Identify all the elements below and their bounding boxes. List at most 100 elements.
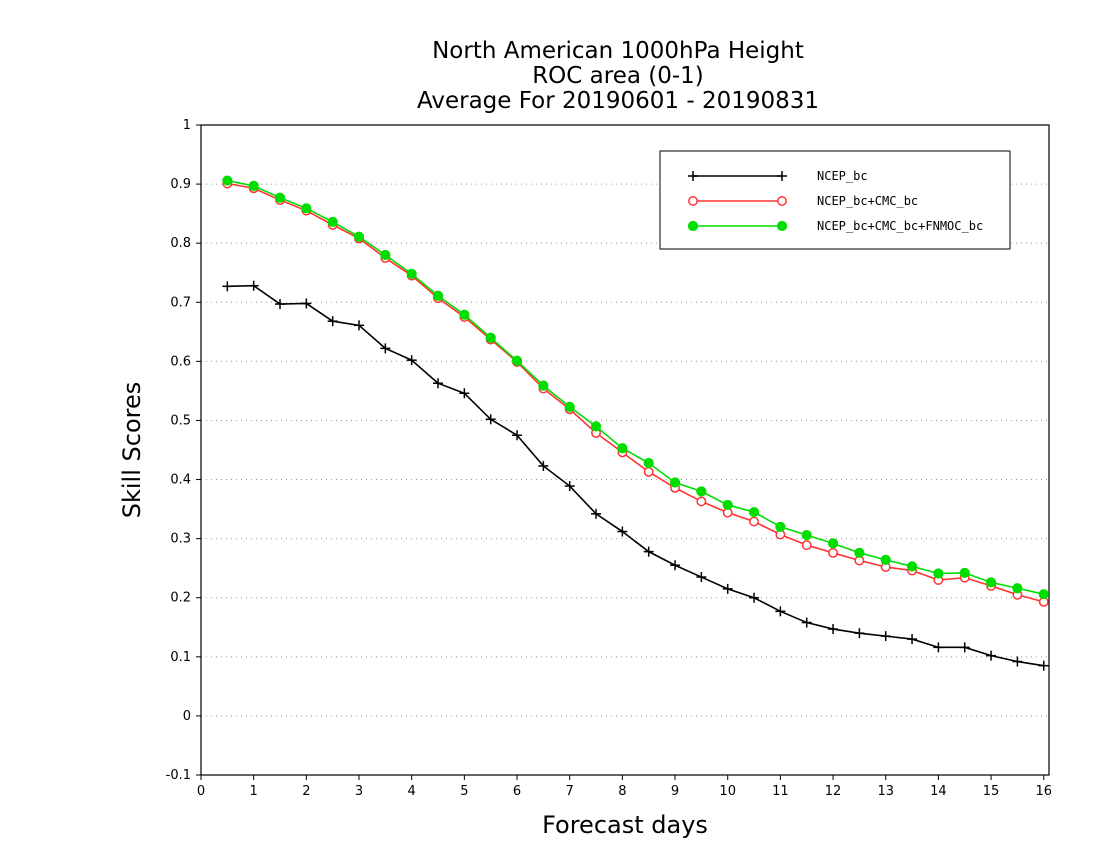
data-point bbox=[485, 414, 496, 425]
data-point bbox=[406, 268, 417, 280]
legend-marker-right bbox=[776, 220, 788, 232]
legend-marker-left bbox=[687, 220, 699, 232]
x-axis-label: Forecast days bbox=[542, 811, 708, 839]
data-point bbox=[933, 568, 944, 579]
data-point bbox=[669, 477, 681, 488]
data-point bbox=[432, 290, 444, 301]
data-point bbox=[907, 634, 918, 645]
data-point bbox=[274, 192, 286, 203]
data-point bbox=[353, 231, 365, 242]
chart-title-line-3: Average For 20190601 - 20190831 bbox=[417, 88, 819, 114]
data-point bbox=[801, 617, 812, 628]
data-point bbox=[643, 457, 654, 469]
x-tick-label: 3 bbox=[355, 784, 363, 799]
legend-box bbox=[659, 150, 1011, 250]
data-point bbox=[801, 540, 812, 551]
data-point bbox=[775, 606, 786, 617]
series-layer bbox=[222, 175, 1049, 671]
data-point bbox=[301, 298, 312, 309]
data-point bbox=[854, 547, 865, 558]
x-tick-label: 10 bbox=[719, 784, 736, 799]
legend-marker-left bbox=[688, 171, 698, 181]
y-tick-label: -0.1 bbox=[166, 768, 191, 783]
data-point bbox=[301, 203, 312, 214]
data-point bbox=[1038, 660, 1049, 671]
data-point bbox=[248, 280, 259, 291]
data-point bbox=[880, 554, 891, 566]
x-tick-label: 2 bbox=[302, 784, 310, 799]
data-point bbox=[248, 180, 259, 191]
chart-title: North American 1000hPa Height ROC area (… bbox=[417, 38, 819, 114]
data-point bbox=[406, 355, 417, 366]
data-point bbox=[1012, 656, 1023, 667]
y-tick-label: 0.4 bbox=[170, 473, 191, 488]
x-tick-label: 7 bbox=[566, 784, 574, 799]
y-tick-label: 0.6 bbox=[170, 354, 191, 369]
data-point bbox=[511, 355, 523, 366]
data-point bbox=[1012, 583, 1023, 594]
data-point bbox=[906, 561, 918, 572]
data-point bbox=[433, 378, 444, 389]
x-tick-label: 12 bbox=[825, 784, 842, 799]
data-point bbox=[564, 401, 575, 412]
data-point bbox=[985, 577, 997, 588]
legend-label: NCEP_bc bbox=[817, 169, 868, 183]
data-point bbox=[880, 631, 891, 642]
data-point bbox=[696, 486, 707, 497]
x-tick-label: 14 bbox=[930, 784, 947, 799]
y-tick-label: 0.3 bbox=[170, 532, 191, 547]
data-point bbox=[459, 388, 470, 399]
data-point bbox=[959, 642, 970, 653]
y-tick-label: 0.9 bbox=[170, 177, 191, 192]
data-point bbox=[275, 299, 286, 310]
data-point bbox=[354, 320, 365, 331]
legend-items: NCEP_bc NCEP_bc+CMC_bc NCEP_bc+CMC_bc+FNMO… bbox=[687, 169, 983, 233]
y-tick-label: 1 bbox=[183, 118, 191, 133]
x-tick-label: 4 bbox=[408, 784, 416, 799]
y-tick-label: 0.1 bbox=[170, 650, 191, 665]
y-tick-label: 0.5 bbox=[170, 413, 191, 428]
legend-label: NCEP_bc+CMC_bc bbox=[817, 194, 918, 208]
data-point bbox=[959, 567, 970, 579]
x-tick-label: 6 bbox=[513, 784, 521, 799]
y-axis-label: Skill Scores bbox=[118, 382, 146, 519]
data-point bbox=[722, 499, 733, 511]
series-line bbox=[227, 284, 1044, 667]
legend-item-1: NCEP_bc bbox=[688, 169, 868, 183]
data-point bbox=[748, 506, 760, 518]
x-tick-label: 15 bbox=[983, 784, 1000, 799]
data-point bbox=[538, 380, 549, 391]
data-point bbox=[222, 281, 233, 292]
data-point bbox=[986, 650, 997, 661]
legend-marker-right bbox=[777, 196, 787, 206]
y-tick-label: 0.7 bbox=[170, 295, 191, 310]
x-tick-label: 9 bbox=[671, 784, 679, 799]
axis-ticks: -0.100.10.20.30.40.50.60.70.80.910 1 2 3 4 5 6… bbox=[166, 118, 1052, 799]
data-point bbox=[828, 624, 839, 635]
x-tick-label: 16 bbox=[1035, 784, 1052, 799]
y-tick-label: 0 bbox=[183, 709, 191, 724]
data-point bbox=[512, 430, 523, 441]
x-tick-label: 8 bbox=[618, 784, 626, 799]
data-point bbox=[670, 560, 681, 571]
legend-item-3: NCEP_bc+CMC_bc+FNMOC_bc bbox=[687, 219, 983, 233]
data-point bbox=[617, 526, 628, 537]
data-point bbox=[696, 496, 707, 507]
data-point bbox=[933, 642, 944, 653]
data-point bbox=[380, 249, 391, 261]
chart-title-line-2: ROC area (0-1) bbox=[532, 63, 704, 89]
data-point bbox=[459, 309, 470, 320]
data-point bbox=[749, 516, 759, 527]
x-tick-label: 1 bbox=[250, 784, 258, 799]
data-point bbox=[643, 546, 654, 557]
data-point bbox=[775, 521, 786, 532]
x-tick-label: 5 bbox=[460, 784, 468, 799]
data-point bbox=[696, 572, 707, 583]
data-point bbox=[327, 216, 338, 228]
data-point bbox=[828, 547, 838, 558]
series-1 bbox=[222, 280, 1049, 671]
chart-title-line-1: North American 1000hPa Height bbox=[432, 38, 804, 64]
legend-item-2: NCEP_bc+CMC_bc bbox=[688, 194, 918, 208]
x-tick-label: 0 bbox=[197, 784, 205, 799]
